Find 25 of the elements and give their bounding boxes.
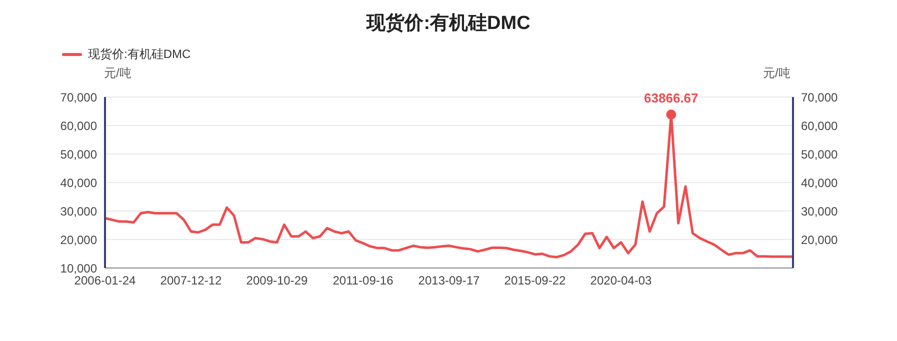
y2-tick-label: 70,000 (801, 90, 838, 104)
x-tick-label: 2015-09-22 (504, 274, 566, 288)
x-tick-label: 2011-09-16 (332, 274, 394, 288)
y2-tick-label: 30,000 (801, 204, 838, 218)
y2-tick-label: 60,000 (801, 118, 838, 133)
x-tick-label: 2007-12-12 (160, 274, 222, 288)
x-tick-label: 2006-01-24 (74, 274, 136, 288)
y-tick-label: 10,000 (60, 261, 98, 276)
x-tick-label: 2020-04-03 (590, 274, 652, 288)
y-tick-label: 50,000 (60, 147, 98, 162)
x-tick-label: 2009-10-29 (246, 274, 308, 288)
y-tick-label: 30,000 (60, 204, 98, 218)
y2-tick-label: 20,000 (801, 232, 838, 247)
y2-axis-title: 元/吨 (763, 65, 790, 82)
y-tick-label: 70,000 (60, 90, 98, 104)
y-axis-title: 元/吨 (104, 65, 132, 82)
chart-title: 现货价:有机硅DMC (365, 12, 532, 36)
x-tick-label: 2013-09-17 (418, 274, 480, 288)
y-tick-label: 60,000 (60, 118, 98, 133)
y-tick-label: 20,000 (60, 232, 98, 247)
legend-label: 现货价:有机硅DMC (87, 46, 191, 63)
y2-tick-label: 50,000 (801, 147, 838, 162)
y2-tick-label: 40,000 (801, 176, 838, 190)
data-label: 63866.67 (644, 90, 698, 106)
y-tick-label: 40,000 (60, 176, 98, 190)
